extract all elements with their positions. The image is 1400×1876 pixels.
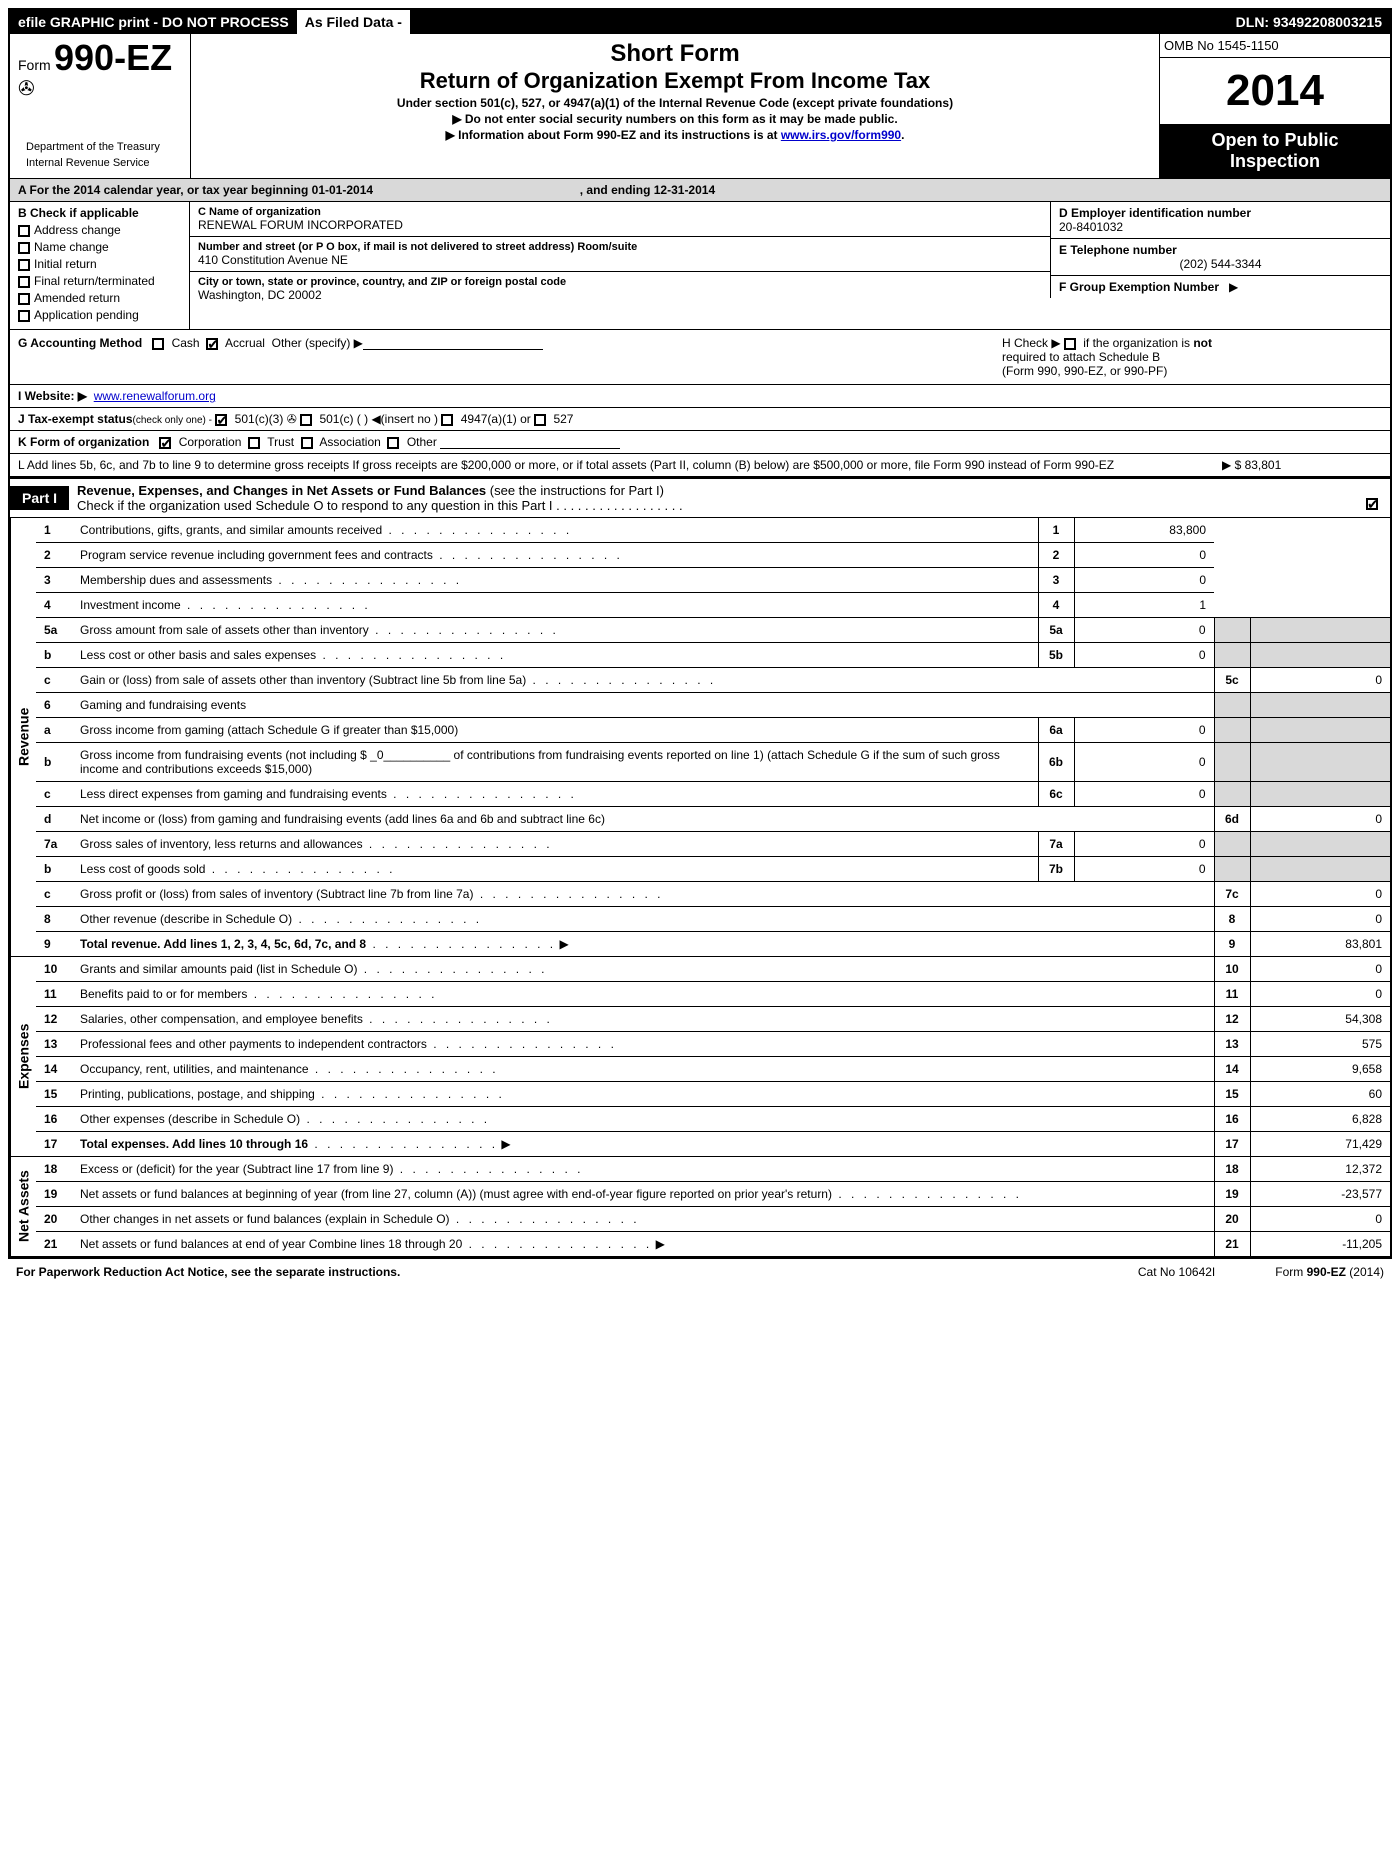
footer-catno: Cat No 10642I: [1138, 1265, 1215, 1279]
dept-treasury: Department of the Treasury: [18, 139, 182, 155]
section-b: B Check if applicable Address change Nam…: [10, 202, 190, 329]
open-to-public: Open to Public Inspection: [1160, 124, 1390, 178]
chk-name-change[interactable]: Name change: [18, 240, 181, 254]
irs-link[interactable]: www.irs.gov/form990: [781, 128, 901, 142]
form-warn2: ▶ Information about Form 990-EZ and its …: [199, 128, 1151, 142]
chk-trust[interactable]: [248, 437, 260, 449]
form-title: Return of Organization Exempt From Incom…: [199, 68, 1151, 94]
form-number: 990-EZ: [54, 37, 172, 78]
chk-schedule-b[interactable]: [1064, 338, 1076, 350]
telephone: (202) 544-3344: [1059, 257, 1382, 271]
omb-number: OMB No 1545-1150: [1160, 34, 1390, 58]
org-address: 410 Constitution Avenue NE: [198, 253, 1042, 267]
chk-4947a1[interactable]: [441, 414, 453, 426]
section-h: H Check ▶ if the organization is not req…: [1002, 336, 1382, 378]
form-header: Form 990-EZ ✇ Department of the Treasury…: [10, 34, 1390, 179]
part1-header: Part I Revenue, Expenses, and Changes in…: [10, 477, 1390, 518]
row-j: J Tax-exempt status(check only one) - 50…: [10, 408, 1390, 431]
section-def: D Employer identification number 20-8401…: [1050, 202, 1390, 329]
website-link[interactable]: www.renewalforum.org: [94, 389, 216, 403]
section-c: C Name of organization RENEWAL FORUM INC…: [190, 202, 1050, 329]
org-name: RENEWAL FORUM INCORPORATED: [198, 218, 1042, 232]
header-left: Form 990-EZ ✇ Department of the Treasury…: [10, 34, 190, 178]
row-i: I Website: ▶ www.renewalforum.org: [10, 385, 1390, 408]
chk-schedule-o[interactable]: [1366, 498, 1378, 510]
chk-application-pending[interactable]: Application pending: [18, 308, 181, 322]
expenses-section: Expenses 10Grants and similar amounts pa…: [10, 956, 1390, 1156]
header-center: Short Form Return of Organization Exempt…: [190, 34, 1160, 178]
row-l: L Add lines 5b, 6c, and 7b to line 9 to …: [10, 454, 1390, 477]
footer-paperwork: For Paperwork Reduction Act Notice, see …: [16, 1265, 400, 1279]
row-gh: G Accounting Method Cash Accrual Other (…: [10, 330, 1390, 385]
short-form-label: Short Form: [199, 40, 1151, 68]
form-warn1: ▶ Do not enter social security numbers o…: [199, 112, 1151, 126]
chk-other-org[interactable]: [387, 437, 399, 449]
chk-501c[interactable]: [300, 414, 312, 426]
netassets-label: Net Assets: [10, 1157, 36, 1256]
topbar-left: efile GRAPHIC print - DO NOT PROCESS: [10, 10, 297, 34]
chk-cash[interactable]: [152, 338, 164, 350]
chk-amended-return[interactable]: Amended return: [18, 291, 181, 305]
tax-year: 2014: [1160, 58, 1390, 124]
footer-formno: Form 990-EZ (2014): [1275, 1265, 1384, 1279]
chk-527[interactable]: [534, 414, 546, 426]
gross-receipts: ▶ $ 83,801: [1222, 458, 1382, 472]
topbar-mid: As Filed Data -: [297, 10, 410, 34]
block-bcdef: B Check if applicable Address change Nam…: [10, 202, 1390, 330]
form-prefix: Form: [18, 57, 51, 73]
footer: For Paperwork Reduction Act Notice, see …: [8, 1258, 1392, 1285]
topbar-dln: DLN: 93492208003215: [1228, 10, 1390, 34]
row-k: K Form of organization Corporation Trust…: [10, 431, 1390, 454]
chk-final-return[interactable]: Final return/terminated: [18, 274, 181, 288]
revenue-section: Revenue 1Contributions, gifts, grants, a…: [10, 518, 1390, 956]
topbar: efile GRAPHIC print - DO NOT PROCESS As …: [10, 10, 1390, 34]
chk-initial-return[interactable]: Initial return: [18, 257, 181, 271]
expenses-label: Expenses: [10, 957, 36, 1156]
chk-address-change[interactable]: Address change: [18, 223, 181, 237]
chk-corporation[interactable]: [159, 437, 171, 449]
ein: 20-8401032: [1059, 220, 1382, 234]
dept-irs: Internal Revenue Service: [18, 155, 182, 171]
revenue-label: Revenue: [10, 518, 36, 956]
header-right: OMB No 1545-1150 2014 Open to Public Ins…: [1160, 34, 1390, 178]
form-under: Under section 501(c), 527, or 4947(a)(1)…: [199, 96, 1151, 110]
chk-accrual[interactable]: [206, 338, 218, 350]
row-a: A For the 2014 calendar year, or tax yea…: [10, 179, 1390, 202]
form-container: efile GRAPHIC print - DO NOT PROCESS As …: [8, 8, 1392, 1258]
netassets-section: Net Assets 18Excess or (deficit) for the…: [10, 1156, 1390, 1256]
chk-association[interactable]: [301, 437, 313, 449]
chk-501c3[interactable]: [215, 414, 227, 426]
org-city: Washington, DC 20002: [198, 288, 1042, 302]
